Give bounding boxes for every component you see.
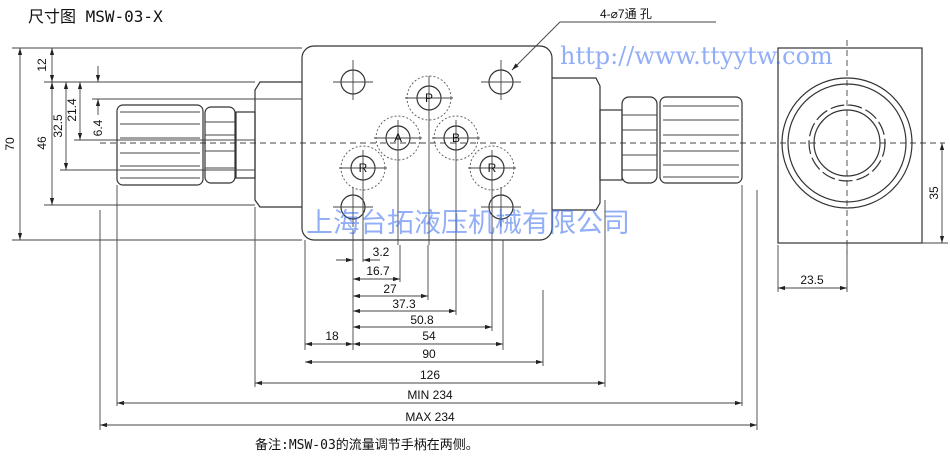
port-r1-label: R [359, 161, 368, 175]
port-p-label: P [425, 91, 433, 105]
dim-46: 46 [35, 136, 49, 150]
dim-32-5: 32.5 [51, 114, 65, 138]
valve-block [301, 45, 553, 241]
dim-50-8: 50.8 [410, 313, 434, 327]
dim-3-2: 3.2 [373, 245, 390, 259]
dim-23-5: 23.5 [800, 273, 824, 287]
dim-90: 90 [422, 347, 436, 361]
drawing-note: 备注:MSW-03的流量调节手柄在两侧。 [255, 437, 479, 453]
ports: P A B R R [339, 75, 516, 245]
dim-min-234: MIN 234 [407, 388, 453, 402]
right-adjuster [552, 77, 743, 211]
dim-max-234: MAX 234 [405, 410, 455, 424]
port-r2-label: R [488, 161, 497, 175]
side-view [777, 47, 923, 244]
dim-18: 18 [325, 329, 339, 343]
dim-12: 12 [35, 58, 49, 72]
left-adjuster [116, 81, 302, 208]
mounting-holes [333, 60, 521, 227]
side-dimensions: 35 23.5 [777, 143, 948, 292]
bottom-dimensions: 3.2 16.7 27 37.3 50.8 18 54 90 126 MIN 2… [99, 185, 758, 430]
dim-6-4: 6.4 [91, 119, 105, 136]
callout-leader [511, 21, 716, 71]
dim-21-4: 21.4 [65, 98, 79, 122]
hole-callout: 4-⌀7通 孔 [600, 7, 652, 21]
dim-27: 27 [383, 282, 397, 296]
drawing-title: 尺寸图 MSW-03-X [28, 7, 163, 26]
dim-37-3: 37.3 [392, 297, 416, 311]
watermark-company: 上海台拓液压机械有限公司 [306, 208, 630, 239]
dim-54: 54 [422, 329, 436, 343]
port-b-label: B [452, 131, 460, 145]
dim-35: 35 [927, 186, 941, 200]
watermark-url: http://www.ttyytw.com [560, 42, 833, 70]
dim-126: 126 [420, 368, 440, 382]
dim-70: 70 [3, 137, 17, 151]
port-a-label: A [394, 131, 402, 145]
watermark: 上海台拓液压机械有限公司 http://www.ttyytw.com [306, 42, 833, 239]
dim-16-7: 16.7 [366, 264, 390, 278]
left-dimensions: 70 12 46 32.5 21.4 6.4 [3, 47, 302, 241]
